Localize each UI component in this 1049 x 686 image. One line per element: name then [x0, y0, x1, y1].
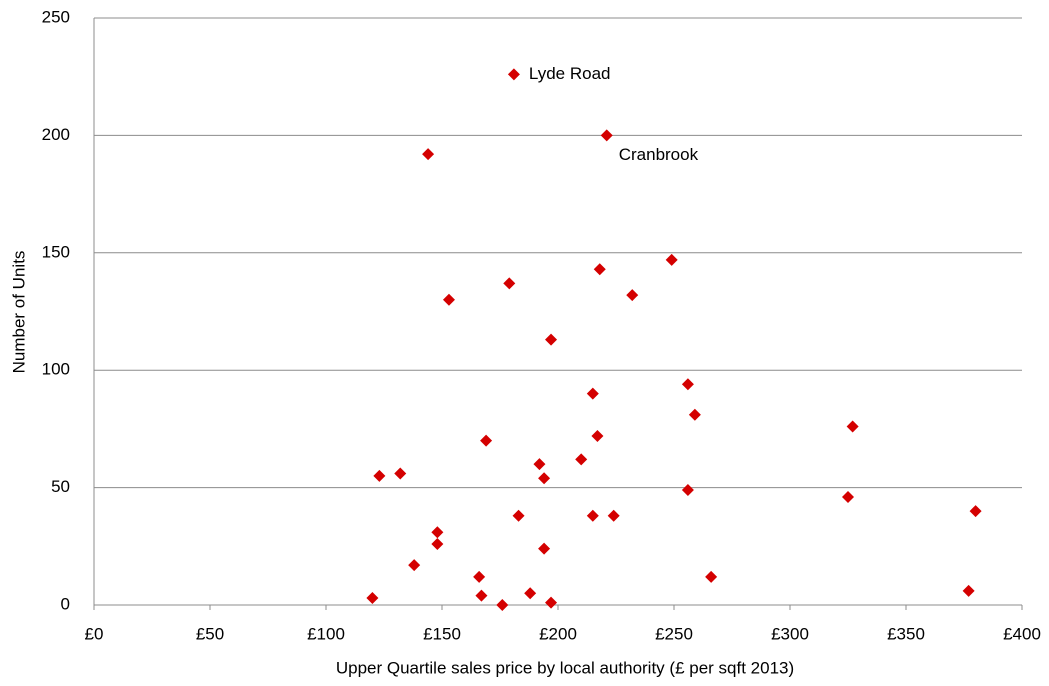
point — [545, 333, 558, 346]
point — [373, 469, 386, 482]
point — [442, 293, 455, 306]
point — [473, 570, 486, 583]
point — [503, 277, 516, 290]
point — [475, 589, 488, 602]
x-tick-label: £150 — [423, 624, 461, 643]
point — [962, 584, 975, 597]
y-tick-label: 50 — [51, 477, 70, 496]
point — [665, 253, 678, 266]
x-tick-label: £300 — [771, 624, 809, 643]
annotation: Lyde Road — [529, 64, 611, 83]
y-tick-label: 250 — [42, 7, 70, 26]
point — [431, 537, 444, 550]
point — [705, 570, 718, 583]
point — [842, 490, 854, 503]
x-tick-label: £100 — [307, 624, 345, 643]
point — [422, 148, 435, 161]
point — [533, 458, 546, 471]
x-tick-label: £250 — [655, 624, 693, 643]
x-tick-label: £350 — [887, 624, 925, 643]
point — [366, 591, 379, 604]
point — [626, 289, 639, 302]
y-tick-label: 0 — [61, 594, 70, 613]
point — [681, 483, 694, 496]
point — [431, 526, 444, 539]
point — [512, 509, 525, 522]
point — [496, 599, 509, 611]
point — [507, 68, 520, 81]
point — [408, 559, 421, 572]
y-axis-title: Number of Units — [9, 251, 28, 374]
point — [538, 472, 551, 485]
x-tick-label: £200 — [539, 624, 577, 643]
x-tick-label: £50 — [196, 624, 224, 643]
annotation: Cranbrook — [619, 145, 699, 164]
point — [688, 408, 701, 421]
point — [846, 420, 859, 433]
x-tick-label: £0 — [85, 624, 104, 643]
point — [575, 453, 588, 466]
point — [600, 129, 613, 142]
point — [480, 434, 493, 447]
point — [593, 263, 606, 276]
point — [524, 587, 537, 600]
x-axis-title: Upper Quartile sales price by local auth… — [336, 658, 794, 677]
point — [545, 596, 558, 609]
point — [591, 429, 604, 442]
point — [969, 505, 982, 518]
x-tick-label: £400 — [1003, 624, 1041, 643]
y-tick-label: 100 — [42, 360, 70, 379]
y-tick-label: 200 — [42, 125, 70, 144]
point — [586, 387, 599, 400]
point — [394, 467, 407, 480]
y-tick-label: 150 — [42, 242, 70, 261]
point — [538, 542, 551, 555]
point — [586, 509, 599, 522]
point — [681, 378, 694, 391]
point — [607, 509, 620, 522]
